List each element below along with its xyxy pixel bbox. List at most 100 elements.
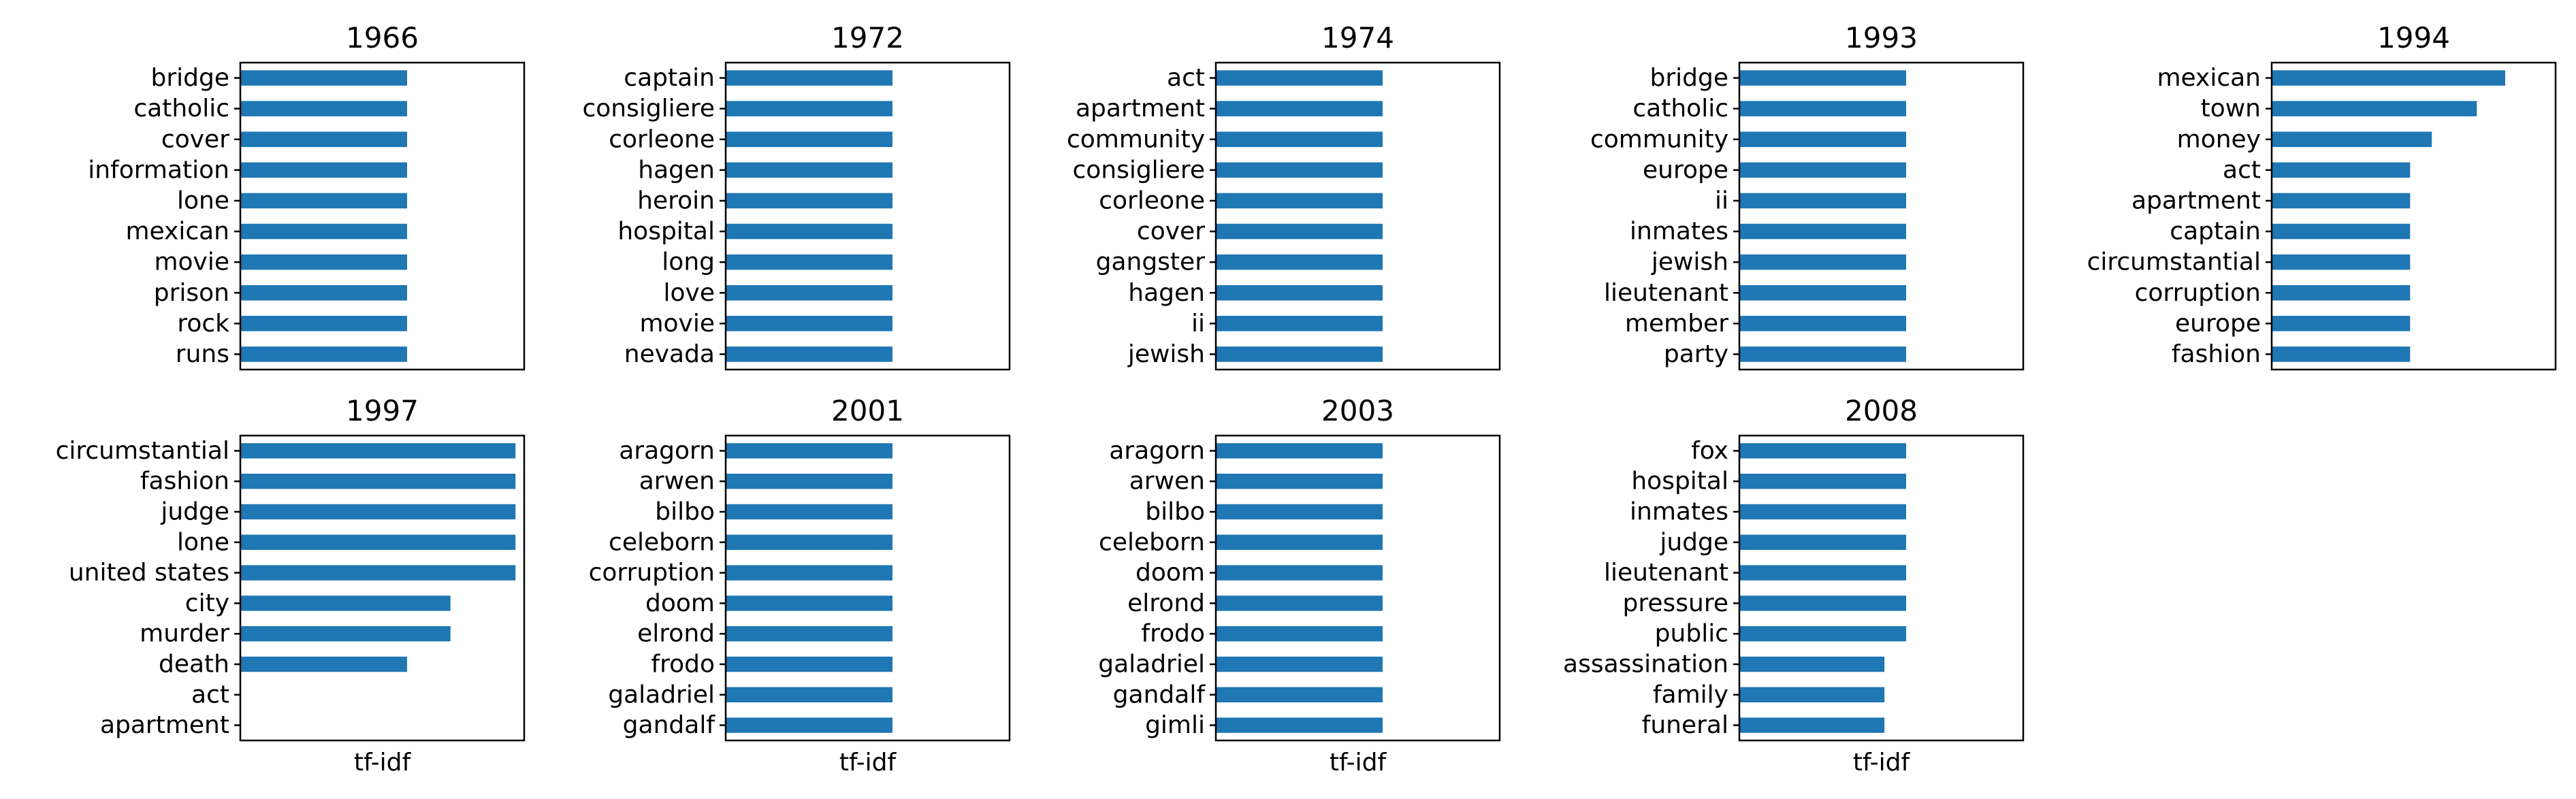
category-label: celeborn [1099,528,1205,556]
subplot-title: 2001 [831,394,904,427]
bar-pressure [1739,596,1906,611]
subplot-title: 1974 [1321,21,1394,54]
category-label: member [1625,310,1728,338]
bar-family [1739,687,1885,702]
bar-celeborn [726,534,892,550]
bar-catholic [1739,101,1906,116]
bar-fox [1739,443,1906,459]
bar-apartment [1216,101,1383,116]
bar-hospital [726,223,892,240]
category-label: corruption [2135,279,2261,307]
category-label: inmates [1630,498,1728,526]
category-label: lone [177,186,229,214]
category-label: catholic [133,95,229,123]
bar-frodo [726,656,892,672]
bar-inmates [1739,504,1906,520]
bar-bilbo [1216,504,1383,520]
subplot-1994: 1994mexicantownmoneyactapartmentcaptainc… [2087,21,2557,371]
category-label: hagen [638,156,715,184]
category-label: catholic [1632,95,1728,123]
category-label: prison [154,279,229,307]
bar-galadriel [1216,656,1383,672]
bar-consigliere [1216,162,1383,178]
category-label: captain [624,64,715,92]
bar-inmates [1739,223,1906,240]
bar-mexican [240,223,407,240]
bar-gandalf [726,717,892,733]
bar-funeral [1739,717,1885,733]
x-axis-label: tf-idf [839,749,897,777]
category-label: europe [1643,156,1728,184]
bar-celeborn [1216,534,1383,550]
category-label: bilbo [1145,498,1205,526]
category-label: apartment [100,711,229,739]
bar-jewish [1216,346,1383,362]
category-label: judge [160,498,229,526]
category-label: bridge [1649,64,1728,92]
category-label: circumstantial [56,437,229,465]
category-label: apartment [2131,186,2261,214]
category-label: elrond [637,620,715,648]
axes-frame [1738,434,2025,742]
category-label: hagen [1128,279,1205,307]
category-label: jewish [1651,248,1728,276]
category-label: europe [2175,310,2261,338]
bar-runs [240,346,407,362]
axes-frame [724,434,1011,742]
bar-doom [1216,565,1383,581]
category-label: death [159,651,229,679]
category-label: public [1655,620,1728,648]
bar-mexican [2272,70,2505,86]
bar-member [1739,316,1906,331]
bar-captain [726,70,892,86]
bar-bridge [240,70,407,86]
category-label: celeborn [609,528,715,556]
bar-death [240,656,407,672]
bar-party [1739,346,1906,362]
bar-nevada [726,346,892,362]
category-label: circumstantial [2087,248,2261,276]
category-label: rock [177,310,229,338]
subplot-title: 2003 [1321,394,1394,427]
bar-city [240,596,451,611]
bar-lone [240,534,516,550]
bar-jewish [1739,254,1906,270]
category-label: mexican [125,218,229,246]
category-label: consigliere [582,95,715,123]
category-label: movie [154,248,229,276]
bar-hagen [1216,284,1383,301]
bar-arwen [1216,474,1383,489]
category-label: jewish [1127,340,1205,368]
category-label: gandalf [1113,681,1206,708]
category-label: mexican [2157,64,2261,92]
category-label: runs [176,340,229,368]
bar-elrond [1216,596,1383,611]
bar-lieutenant [1739,565,1906,581]
subplot-title: 1997 [346,394,419,427]
category-label: family [1653,681,1728,708]
bar-hospital [1739,474,1906,489]
category-label: money [2177,125,2261,153]
bar-movie [240,254,407,270]
category-label: assassination [1563,651,1728,679]
category-label: galadriel [1098,651,1205,679]
category-label: gimli [1145,711,1205,739]
bar-corleone [1216,193,1383,209]
bar-long [726,254,892,270]
category-label: corleone [1099,186,1205,214]
category-label: bridge [150,64,229,92]
bar-consigliere [726,101,892,116]
bar-gandalf [1216,687,1383,702]
bar-fashion [2272,346,2411,362]
bar-public [1739,626,1906,642]
category-label: party [1664,340,1728,368]
category-label: lieutenant [1604,559,1728,587]
category-label: information [88,156,229,184]
category-label: fashion [2172,340,2261,368]
bar-judge [240,504,516,520]
